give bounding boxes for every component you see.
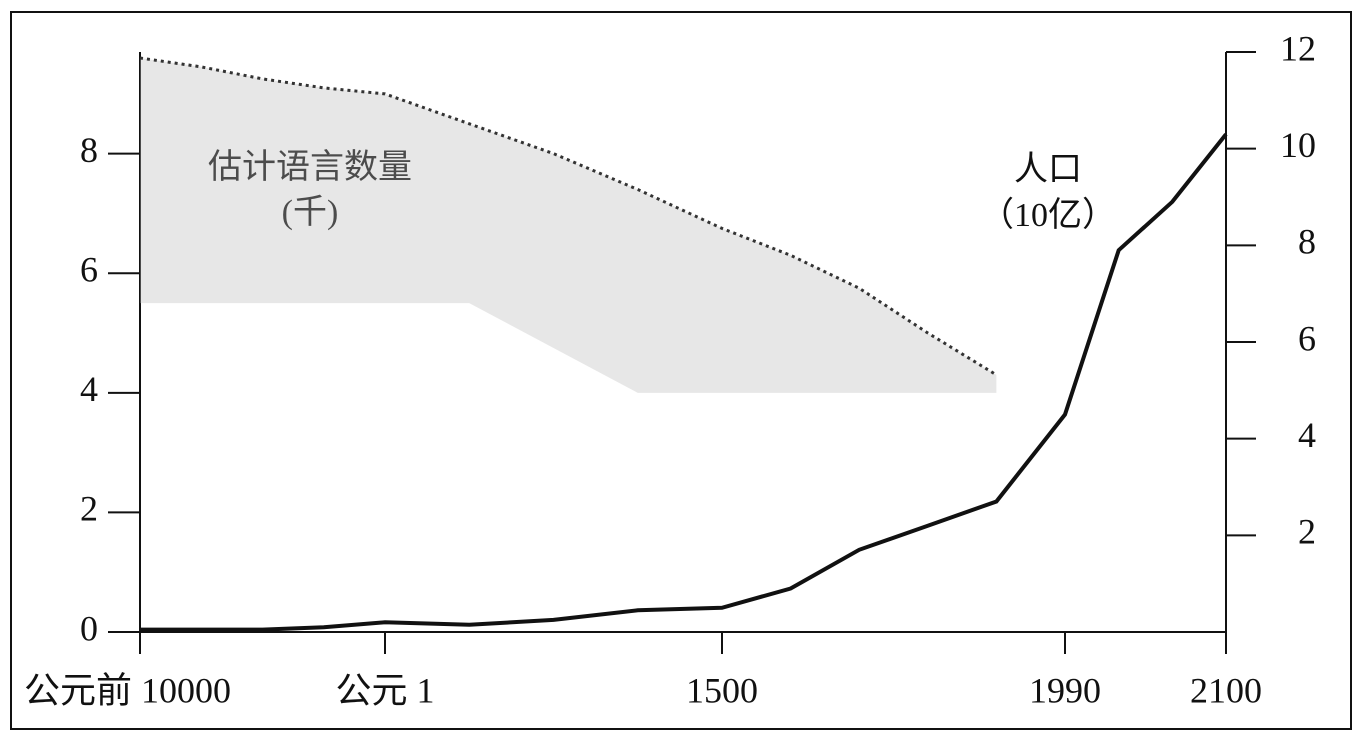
y-tick-label: 4: [80, 369, 98, 409]
frame: [10, 11, 1352, 730]
y2-tick-label: 2: [1298, 512, 1316, 552]
y-tick-label: 0: [80, 608, 98, 648]
y-tick-label: 6: [80, 250, 98, 290]
x-tick-label: 2100: [1190, 670, 1262, 710]
population-line: [140, 132, 1228, 632]
y2-tick-label: 4: [1298, 415, 1316, 455]
y2-tick-label: 8: [1298, 222, 1316, 262]
annotation: 人口: [1014, 151, 1082, 188]
annotation: （10亿）: [980, 196, 1116, 234]
x-tick-label: 1500: [686, 670, 758, 710]
y2-tick-label: 10: [1280, 125, 1316, 165]
y2-tick-label: 12: [1280, 28, 1316, 68]
language-area: [140, 58, 997, 393]
annotation: (千): [282, 194, 339, 231]
y-tick-label: 2: [80, 489, 98, 529]
y-tick-label: 8: [80, 130, 98, 170]
y2-tick-label: 6: [1298, 318, 1316, 358]
x-tick-label: 1990: [1029, 670, 1101, 710]
x-tick-label: 公元 1: [335, 670, 434, 710]
x-tick-label: 公元前 10000: [24, 670, 231, 710]
annotation: 估计语言数量: [208, 148, 412, 186]
